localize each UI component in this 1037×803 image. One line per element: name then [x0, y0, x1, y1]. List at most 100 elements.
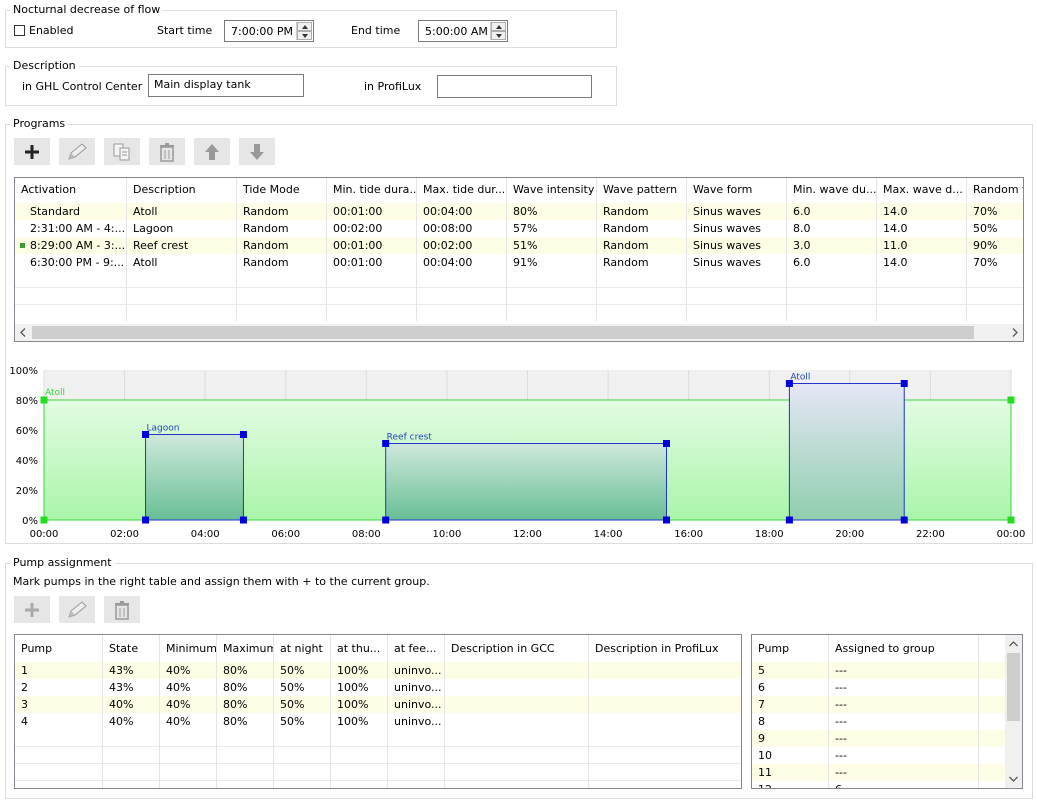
- pump-table-header: Pump State Minimum Maximum at night at t…: [15, 635, 741, 663]
- table-row[interactable]: 6:30:00 PM - 9:... Atoll Random 00:01:00…: [15, 254, 1023, 271]
- spin-up-button[interactable]: [297, 22, 312, 31]
- cell: 00:01:00: [327, 237, 417, 254]
- start-time-spinner[interactable]: [296, 22, 312, 40]
- col-description-gcc[interactable]: Description in GCC: [445, 635, 589, 663]
- enabled-checkbox[interactable]: [14, 25, 25, 36]
- cell: Atoll: [127, 254, 237, 271]
- col-state[interactable]: State: [103, 635, 160, 663]
- cell: 11: [752, 764, 829, 781]
- col-wave-pattern[interactable]: Wave pattern: [597, 178, 687, 202]
- col-assigned-group[interactable]: Assigned to group: [829, 635, 979, 663]
- move-down-button[interactable]: [239, 138, 275, 165]
- table-row[interactable]: Standard Atoll Random 00:01:00 00:04:00 …: [15, 203, 1023, 220]
- delete-program-button[interactable]: [149, 138, 185, 165]
- add-pump-button[interactable]: [14, 596, 50, 623]
- program-block-handle: [900, 516, 908, 524]
- start-time-input[interactable]: 7:00:00 PM: [224, 20, 314, 42]
- delete-pump-button[interactable]: [104, 596, 140, 623]
- col-pump[interactable]: Pump: [15, 635, 103, 663]
- base-handle: [1007, 396, 1015, 404]
- col-at-thunder[interactable]: at thu...: [331, 635, 388, 663]
- table-row[interactable]: 7 ---: [752, 696, 1005, 713]
- table-row[interactable]: 8:29:00 AM - 3:... Reef crest Random 00:…: [15, 237, 1023, 254]
- chevron-left-icon[interactable]: [19, 328, 27, 337]
- col-minimum[interactable]: Minimum: [160, 635, 217, 663]
- programs-table-header: Activation Description Tide Mode Min. ti…: [15, 178, 1023, 202]
- profilux-description-input[interactable]: [437, 75, 592, 98]
- program-block-handle: [142, 431, 150, 438]
- table-row[interactable]: 8 ---: [752, 713, 1005, 730]
- cell: 80%: [217, 713, 274, 730]
- table-row[interactable]: 1 43% 40% 80% 50% 100% uninvo...: [15, 662, 741, 679]
- move-up-button[interactable]: [194, 138, 230, 165]
- x-tick-label: 06:00: [271, 529, 300, 540]
- table-row[interactable]: 3 40% 40% 80% 50% 100% uninvo...: [15, 696, 741, 713]
- programs-hscrollbar[interactable]: [15, 324, 1023, 341]
- col-min-tide[interactable]: Min. tide dura...: [327, 178, 417, 202]
- pump-group-table[interactable]: Pump Assigned to group 5 --- 6 --- 7 ---…: [751, 634, 1023, 789]
- col-tide-mode[interactable]: Tide Mode: [237, 178, 327, 202]
- table-row[interactable]: 2 43% 40% 80% 50% 100% uninvo...: [15, 679, 741, 696]
- col-activation[interactable]: Activation: [15, 178, 127, 202]
- cell: 50%: [274, 713, 331, 730]
- pump-group-vscrollbar[interactable]: [1005, 635, 1022, 788]
- cell: 40%: [103, 713, 160, 730]
- program-block-handle: [239, 431, 247, 438]
- x-tick-label: 00:00: [30, 529, 59, 540]
- end-time-value: 5:00:00 AM: [425, 25, 488, 38]
- cell: 00:02:00: [417, 237, 507, 254]
- chevron-up-icon: [496, 25, 502, 29]
- program-timeline-chart[interactable]: Atoll Lagoon Reef crest Atoll 0% 20% 40% 60% 8…: [10, 360, 1030, 542]
- chevron-up-icon[interactable]: [1009, 640, 1018, 648]
- col-description[interactable]: Description: [127, 178, 237, 202]
- x-tick-label: 12:00: [513, 529, 542, 540]
- cell: 40%: [160, 696, 217, 713]
- table-row[interactable]: 9 ---: [752, 730, 1005, 747]
- copy-program-button[interactable]: [104, 138, 140, 165]
- base-handle: [1007, 516, 1015, 524]
- col-at-night[interactable]: at night: [274, 635, 331, 663]
- cell: Reef crest: [127, 237, 237, 254]
- col-wave-intensity[interactable]: Wave intensity: [507, 178, 597, 202]
- add-program-button[interactable]: [14, 138, 50, 165]
- scroll-thumb[interactable]: [32, 326, 974, 339]
- col-random-wave[interactable]: Random w: [973, 183, 1023, 196]
- cell: Sinus waves: [687, 220, 787, 237]
- col-wave-form[interactable]: Wave form: [687, 178, 787, 202]
- table-row[interactable]: 10 ---: [752, 747, 1005, 764]
- pump-table[interactable]: Pump State Minimum Maximum at night at t…: [14, 634, 742, 789]
- table-row[interactable]: 4 40% 40% 80% 50% 100% uninvo...: [15, 713, 741, 730]
- edit-program-button[interactable]: [59, 138, 95, 165]
- cell: 57%: [507, 220, 597, 237]
- table-row[interactable]: 12 6: [752, 781, 1005, 788]
- scroll-thumb[interactable]: [1007, 653, 1020, 721]
- spin-up-button[interactable]: [491, 22, 506, 31]
- spin-down-button[interactable]: [491, 31, 506, 40]
- chevron-down-icon[interactable]: [1009, 775, 1018, 783]
- col-at-feed[interactable]: at fee...: [388, 635, 445, 663]
- programs-table[interactable]: Activation Description Tide Mode Min. ti…: [14, 177, 1024, 342]
- table-row[interactable]: 6 ---: [752, 679, 1005, 696]
- col-min-wave[interactable]: Min. wave du...: [787, 178, 877, 202]
- col-max-wave[interactable]: Max. wave d...: [877, 178, 967, 202]
- end-time-spinner[interactable]: [490, 22, 506, 40]
- gcc-description-input[interactable]: Main display tank: [148, 74, 304, 97]
- col-maximum[interactable]: Maximum: [217, 635, 274, 663]
- active-row-indicator-icon: [20, 243, 25, 248]
- chevron-right-icon[interactable]: [1011, 328, 1019, 337]
- spin-down-button[interactable]: [297, 31, 312, 40]
- end-time-input[interactable]: 5:00:00 AM: [418, 20, 508, 42]
- cell: 40%: [160, 679, 217, 696]
- col-max-tide[interactable]: Max. tide dur...: [417, 178, 507, 202]
- table-row[interactable]: 5 ---: [752, 662, 1005, 679]
- cell: 12: [752, 781, 829, 788]
- cell: [589, 679, 741, 696]
- table-row[interactable]: 11 ---: [752, 764, 1005, 781]
- program-block-handle: [382, 516, 390, 524]
- table-row[interactable]: 2:31:00 AM - 4:... Lagoon Random 00:02:0…: [15, 220, 1023, 237]
- program-block-handle: [663, 440, 671, 447]
- col-description-profilux[interactable]: Description in ProfiLux: [595, 642, 719, 655]
- cell: 90%: [973, 239, 998, 252]
- col-pump[interactable]: Pump: [752, 635, 829, 663]
- edit-pump-button[interactable]: [59, 596, 95, 623]
